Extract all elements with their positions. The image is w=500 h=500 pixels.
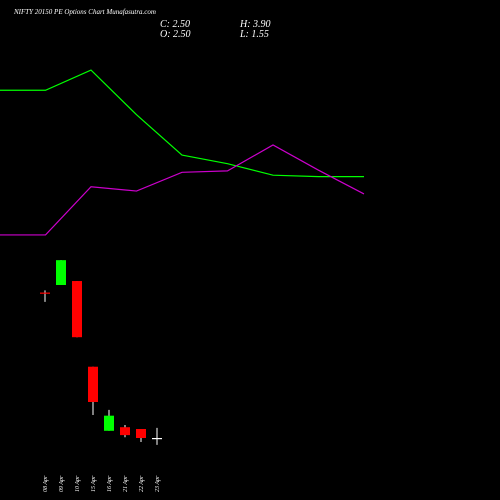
x-tick-label: 22 Apr	[139, 475, 145, 492]
x-tick-label: 15 Apr	[91, 475, 97, 492]
candle-body	[104, 415, 114, 431]
x-tick-label: 23 Apr	[155, 475, 161, 492]
candle-body	[56, 260, 66, 285]
candle-body	[40, 292, 50, 294]
chart-title: NIFTY 20150 PE Options Chart Munafasutra…	[13, 8, 156, 16]
x-tick-label: 16 Apr	[107, 475, 113, 492]
candle-body	[136, 429, 146, 438]
close-label: C: 2.50	[160, 19, 190, 30]
low-label: L: 1.55	[239, 29, 269, 40]
high-label: H: 3.90	[239, 19, 271, 30]
candle-body	[72, 281, 82, 338]
indicator-line	[0, 69, 364, 178]
indicator-line	[0, 144, 365, 236]
x-tick-label: 09 Apr	[59, 475, 65, 492]
candle-body	[88, 366, 98, 402]
open-label: O: 2.50	[160, 29, 191, 40]
candle-body	[152, 438, 162, 440]
candle-body	[120, 427, 130, 436]
x-tick-label: 10 Apr	[75, 475, 81, 492]
x-tick-label: 21 Apr	[123, 475, 129, 492]
x-tick-label: 08 Apr	[43, 475, 49, 492]
